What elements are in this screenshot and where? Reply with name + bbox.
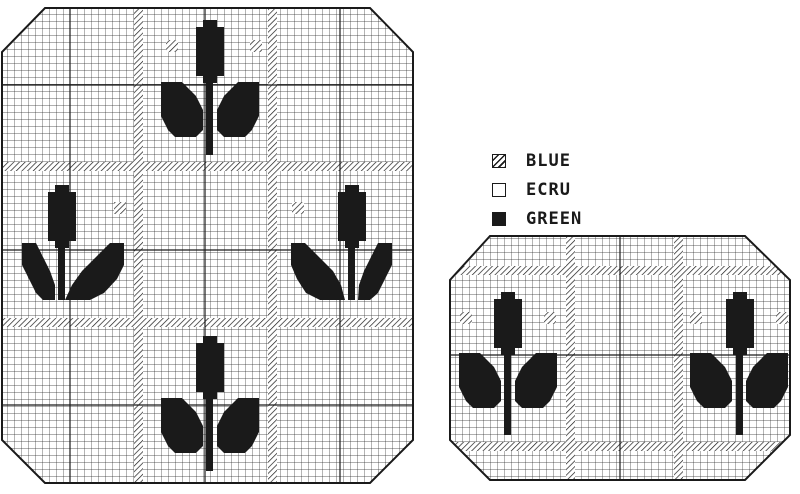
blue-accent	[460, 312, 788, 324]
tulip-motif-right	[291, 185, 392, 300]
hatched-square-icon	[492, 153, 506, 168]
tulip-motif-left	[22, 185, 124, 300]
filled-square-icon	[492, 211, 506, 226]
legend-label: GREEN	[526, 208, 583, 229]
blue-accent	[114, 40, 304, 214]
legend-item-ecru: ECRU	[492, 175, 582, 204]
legend-label: BLUE	[526, 150, 571, 171]
legend-item-blue: BLUE	[492, 146, 582, 175]
tulip-motif-left	[459, 292, 557, 435]
small-oblong-chart	[449, 235, 791, 481]
tulip-motif-top	[161, 20, 259, 155]
legend-label: ECRU	[526, 179, 571, 200]
tulip-motif-right	[690, 292, 788, 435]
large-square-chart	[1, 7, 414, 484]
color-legend: BLUE ECRU GREEN	[492, 146, 582, 233]
legend-item-green: GREEN	[492, 204, 582, 233]
tulip-motif-bottom	[161, 336, 259, 471]
blue-band	[2, 8, 413, 483]
empty-square-icon	[492, 182, 506, 197]
